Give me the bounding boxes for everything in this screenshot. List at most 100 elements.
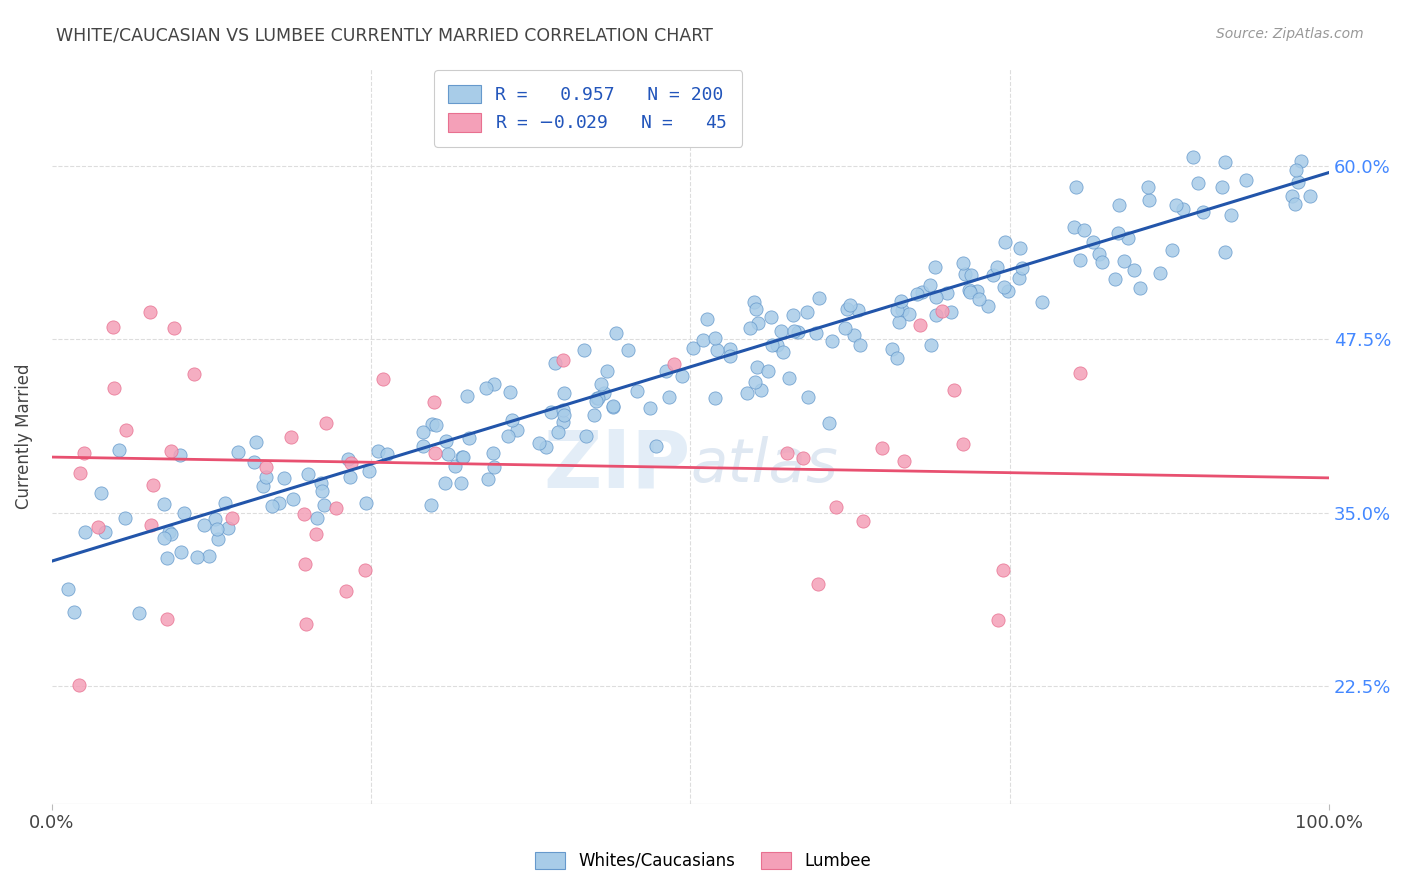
Point — [420, 417, 443, 431]
Point — [818, 416, 841, 430]
Point — [920, 338, 942, 352]
Point — [267, 496, 290, 510]
Point — [475, 381, 498, 395]
Text: Source: ZipAtlas.com: Source: ZipAtlas.com — [1216, 27, 1364, 41]
Point — [848, 302, 870, 317]
Point — [103, 381, 125, 395]
Point — [671, 368, 693, 383]
Point — [242, 455, 264, 469]
Point — [589, 376, 612, 391]
Point — [499, 384, 522, 399]
Point — [496, 429, 519, 443]
Point — [170, 545, 193, 559]
Point — [582, 408, 605, 422]
Point — [551, 416, 574, 430]
Point — [304, 526, 326, 541]
Point — [501, 413, 523, 427]
Point — [1116, 230, 1139, 244]
Point — [952, 437, 974, 451]
Y-axis label: Currently Married: Currently Married — [15, 364, 32, 509]
Point — [897, 307, 920, 321]
Point — [844, 328, 866, 343]
Point — [977, 299, 1000, 313]
Point — [73, 446, 96, 460]
Point — [245, 435, 267, 450]
Point — [745, 359, 768, 374]
Point — [553, 385, 575, 400]
Point — [966, 284, 988, 298]
Point — [835, 302, 858, 317]
Point — [796, 305, 818, 319]
Point — [157, 524, 180, 539]
Point — [806, 326, 828, 340]
Point — [1064, 179, 1087, 194]
Point — [718, 349, 741, 363]
Point — [1008, 270, 1031, 285]
Point — [90, 486, 112, 500]
Point — [1182, 150, 1205, 164]
Point — [551, 403, 574, 417]
Point — [1161, 243, 1184, 257]
Point — [159, 526, 181, 541]
Point — [704, 331, 727, 345]
Point — [138, 304, 160, 318]
Point — [139, 517, 162, 532]
Point — [905, 287, 928, 301]
Point — [1192, 204, 1215, 219]
Point — [1104, 272, 1126, 286]
Point — [453, 450, 475, 464]
Point — [1187, 177, 1209, 191]
Point — [527, 436, 550, 450]
Point — [893, 454, 915, 468]
Point — [1069, 253, 1091, 268]
Point — [706, 343, 728, 358]
Point — [1164, 198, 1187, 212]
Point — [315, 416, 337, 430]
Point — [254, 470, 277, 484]
Point — [544, 356, 567, 370]
Point — [1011, 260, 1033, 275]
Point — [994, 235, 1017, 250]
Point — [1122, 263, 1144, 277]
Point — [314, 498, 336, 512]
Point — [281, 491, 304, 506]
Point — [423, 446, 446, 460]
Point — [941, 305, 963, 319]
Point — [953, 267, 976, 281]
Point — [759, 310, 782, 325]
Point — [592, 386, 614, 401]
Point — [1281, 188, 1303, 202]
Point — [412, 425, 434, 440]
Point — [645, 439, 668, 453]
Point — [575, 429, 598, 443]
Point — [207, 532, 229, 546]
Point — [852, 514, 875, 528]
Point — [226, 445, 249, 459]
Point — [744, 295, 766, 310]
Point — [367, 443, 389, 458]
Point — [807, 577, 830, 591]
Point — [957, 284, 980, 298]
Point — [703, 391, 725, 405]
Point — [506, 423, 529, 437]
Point — [1234, 173, 1257, 187]
Point — [824, 500, 846, 514]
Point — [412, 439, 434, 453]
Point — [596, 364, 619, 378]
Point — [1171, 202, 1194, 216]
Point — [1211, 180, 1233, 194]
Point — [540, 404, 562, 418]
Point — [186, 550, 208, 565]
Point — [1219, 208, 1241, 222]
Point — [870, 441, 893, 455]
Point — [169, 448, 191, 462]
Point — [162, 321, 184, 335]
Point — [335, 584, 357, 599]
Point — [993, 280, 1015, 294]
Point — [882, 342, 904, 356]
Point — [786, 325, 808, 339]
Legend: R =   0.957   N = 200, R = $-$0.029   N =   45: R = 0.957 N = 200, R = $-$0.029 N = 45 — [434, 70, 742, 147]
Point — [534, 440, 557, 454]
Point — [747, 317, 769, 331]
Point — [838, 298, 860, 312]
